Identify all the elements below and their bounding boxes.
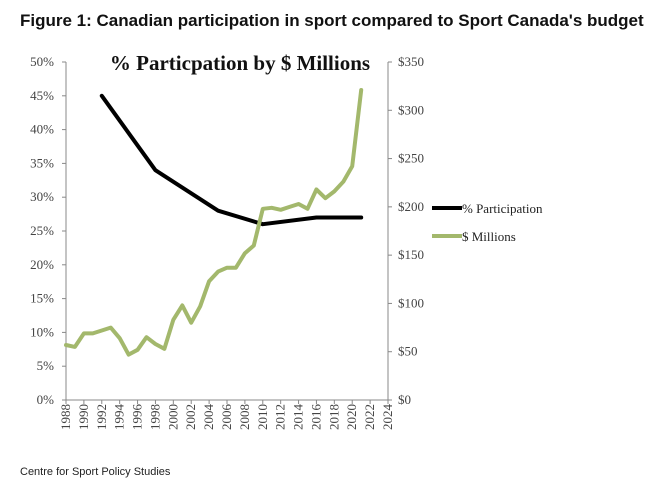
legend-label: $ Millions: [462, 229, 516, 244]
x-tick-label: 2018: [326, 404, 341, 430]
x-tick-label: 2000: [165, 404, 180, 430]
data-point-millions: [279, 208, 283, 212]
x-tick-label: 1990: [76, 404, 91, 430]
data-point-millions: [332, 189, 336, 193]
series-layer: [64, 88, 364, 357]
data-point-millions: [341, 180, 345, 184]
data-point-millions: [64, 343, 68, 347]
data-point-millions: [162, 347, 166, 351]
data-point-millions: [350, 164, 354, 168]
data-point-millions: [153, 342, 157, 346]
data-point-millions: [198, 304, 202, 308]
x-tick-label: 2010: [255, 404, 270, 430]
data-point-millions: [171, 318, 175, 322]
data-point-millions: [100, 329, 104, 332]
y-right-tick-label: $200: [398, 199, 424, 214]
x-tick-label: 2002: [183, 404, 198, 430]
data-point-millions: [91, 331, 95, 335]
data-point-millions: [73, 345, 77, 349]
y-left-tick-label: 35%: [30, 155, 54, 170]
x-tick-label: 2012: [273, 404, 288, 430]
axes: 0% 5% 10% 15% 20% 25% 30% 35% 40% 45% 50% $0 $50 $100…: [30, 54, 424, 430]
data-point-millions: [127, 353, 131, 357]
data-point-millions: [323, 196, 327, 200]
y-left-tick-label: 0%: [37, 392, 55, 407]
y-right-tick-label: $0: [398, 392, 411, 407]
data-point-millions: [234, 266, 238, 270]
y-left-tick-label: 5%: [37, 358, 55, 373]
data-point-millions: [180, 303, 184, 307]
data-point-participation: [216, 209, 220, 213]
x-tick-label: 2008: [237, 404, 252, 430]
data-point-millions: [145, 335, 148, 339]
y-left-tick-label: 15%: [30, 291, 54, 306]
y-right-tick-label: $150: [398, 247, 424, 262]
x-tick-label: 1998: [147, 404, 162, 430]
data-point-participation: [261, 222, 265, 226]
data-point-millions: [297, 202, 301, 206]
data-point-millions: [314, 188, 318, 191]
data-point-millions: [216, 270, 220, 274]
data-point-millions: [306, 207, 309, 211]
data-point-participation: [153, 168, 157, 172]
x-tick-label: 1992: [94, 404, 109, 430]
data-point-millions: [109, 326, 113, 330]
x-tick-label: 1988: [58, 404, 73, 430]
data-point-millions: [118, 336, 122, 340]
x-tick-label: 1996: [130, 404, 145, 431]
data-point-millions: [270, 206, 274, 210]
y-left-tick-label: 45%: [30, 88, 54, 103]
data-point-millions: [288, 205, 292, 209]
data-point-millions: [252, 244, 256, 247]
data-point-participation: [314, 216, 318, 219]
source-note: Centre for Sport Policy Studies: [20, 466, 171, 478]
series-line-millions: [64, 88, 364, 357]
data-point-millions: [82, 331, 86, 335]
figure-title: Figure 1: Canadian participation in spor…: [20, 11, 644, 30]
data-point-participation: [100, 94, 104, 98]
y-right-tick-label: $250: [398, 151, 424, 166]
y-right-tick-label: $300: [398, 102, 424, 117]
y-left-tick-label: 20%: [30, 257, 54, 272]
x-tick-label: 2014: [291, 404, 306, 431]
y-right-tick-label: $50: [398, 344, 418, 359]
y-left-tick-label: 10%: [30, 324, 54, 339]
y-right-tick-label: $100: [398, 295, 424, 310]
data-point-millions: [225, 266, 229, 270]
x-tick-label: 2020: [344, 404, 359, 430]
data-point-millions: [136, 348, 140, 352]
chart-title: % Particpation by $ Millions: [110, 51, 370, 75]
data-point-millions: [359, 88, 363, 92]
x-tick-label: 2004: [201, 404, 216, 431]
data-point-millions: [261, 207, 265, 211]
series-line-participation: [99, 93, 364, 227]
data-point-participation: [359, 216, 363, 219]
y-left-tick-label: 50%: [30, 54, 54, 69]
y-right-tick-label: $350: [398, 54, 424, 69]
x-tick-label: 2016: [308, 404, 323, 431]
data-point-millions: [243, 251, 247, 255]
y-left-tick-label: 30%: [30, 189, 54, 204]
legend: % Participation $ Millions: [432, 201, 543, 244]
x-tick-label: 2024: [380, 404, 395, 431]
x-tick-label: 1994: [112, 404, 127, 431]
y-left-tick-label: 25%: [30, 223, 54, 238]
x-tick-label: 2006: [219, 404, 234, 431]
y-left-tick-label: 40%: [30, 122, 54, 137]
data-point-millions: [207, 279, 211, 283]
legend-label: % Participation: [462, 201, 543, 216]
data-point-millions: [189, 321, 193, 325]
x-tick-label: 2022: [362, 404, 377, 430]
